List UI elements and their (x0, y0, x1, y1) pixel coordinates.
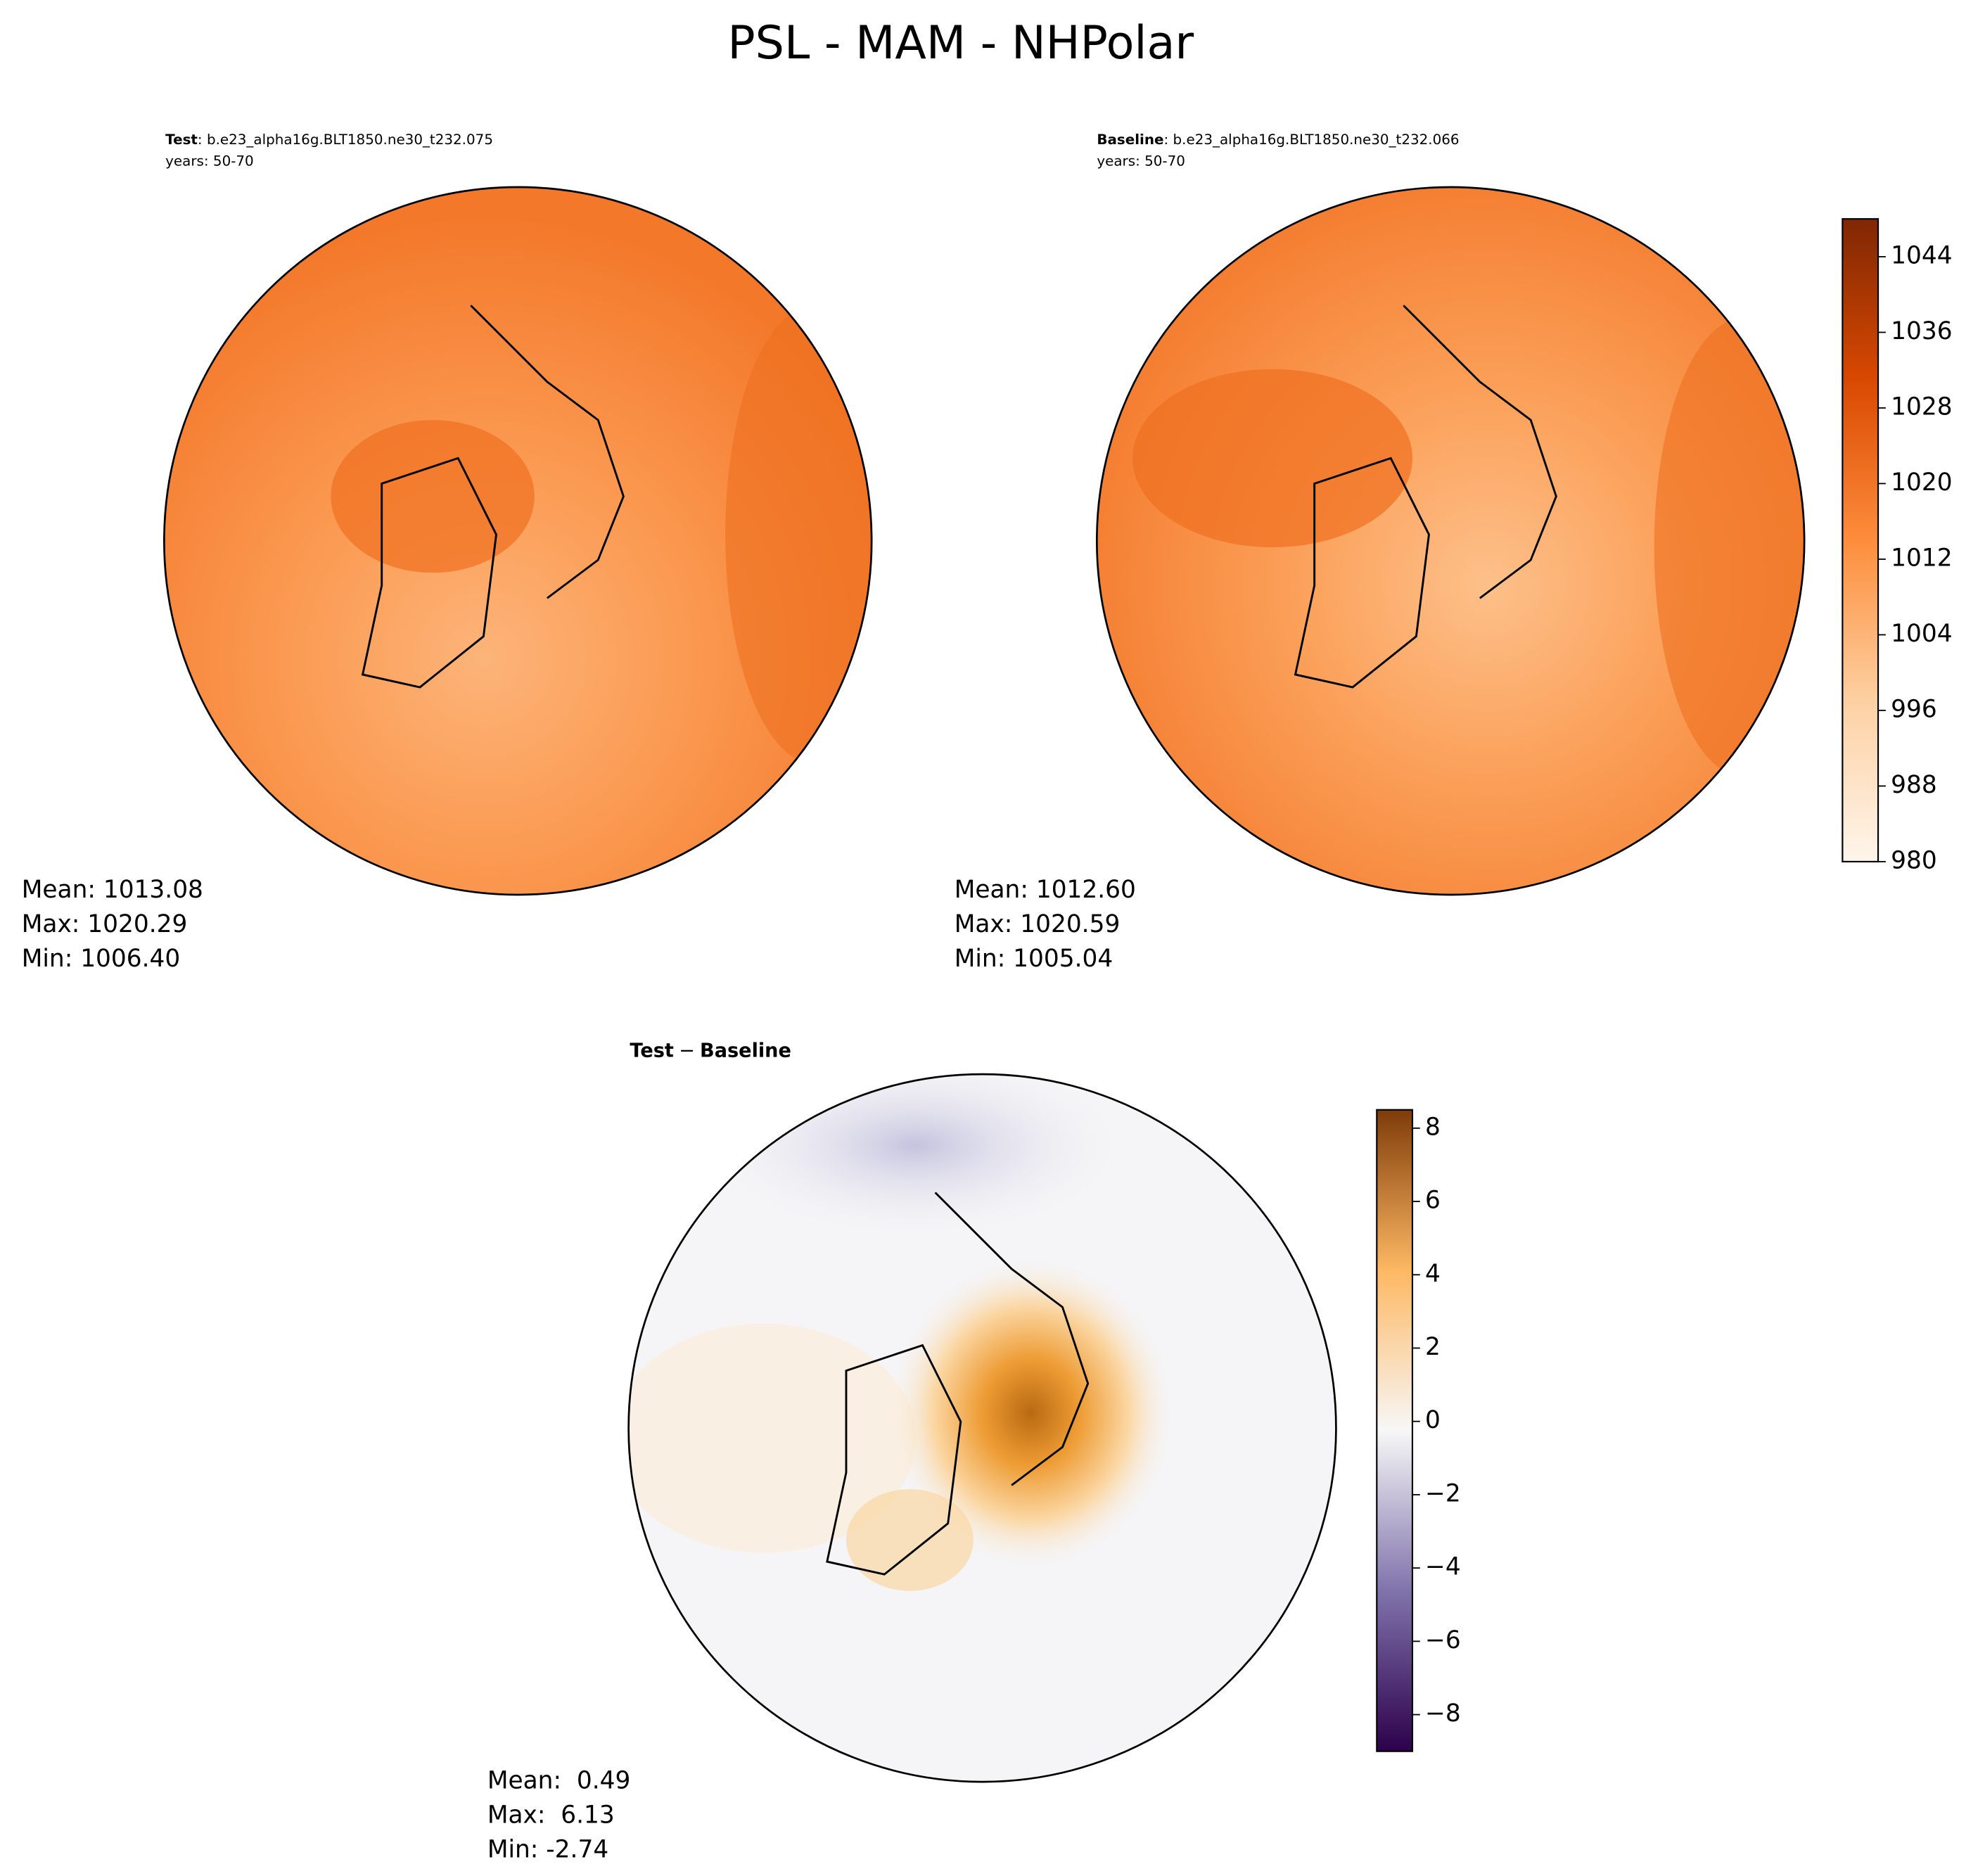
colorbar-tick-label: 1012 (1891, 544, 1952, 572)
map-border (163, 186, 873, 896)
figure-title: PSL - MAM - NHPolar (727, 17, 1194, 70)
coastlines (361, 305, 1557, 1576)
stat-text: Mean: 1012.60 (955, 876, 1136, 904)
map-field (1654, 318, 1805, 777)
stat-text: Max: 1020.29 (22, 910, 188, 938)
map (1097, 186, 1805, 895)
map-field (845, 1488, 974, 1591)
panel-subtitle: years: 50-70 (165, 153, 254, 169)
panel-title-label: Test (165, 132, 198, 148)
panel-subtitle: years: 50-70 (1097, 153, 1185, 169)
stat-text: Min: 1005.04 (955, 945, 1113, 973)
colorbar-tick-label: 2 (1425, 1333, 1441, 1361)
colorbar-tick-label: 1036 (1891, 317, 1952, 345)
colorbar-tick-label: −6 (1425, 1626, 1461, 1654)
stat-text: Mean: 1013.08 (22, 876, 203, 904)
coastline (826, 1192, 1090, 1576)
colorbar-tick-label: 1044 (1891, 241, 1952, 269)
colorbar-tick-label: 6 (1425, 1187, 1441, 1215)
colorbar-tick-label: 1028 (1891, 393, 1952, 421)
map (164, 186, 872, 895)
panel-title: Test − Baseline (630, 1040, 791, 1061)
panel-title-label: Test (630, 1040, 673, 1061)
stat-text: Max: 1020.59 (955, 910, 1121, 938)
colorbar-tick-label: 0 (1425, 1406, 1441, 1434)
map-field (1132, 369, 1412, 548)
coastline (361, 305, 625, 689)
colorbar-tick-label: 980 (1891, 846, 1937, 874)
colorbar-tick-label: 1020 (1891, 468, 1952, 497)
map-border (1095, 186, 1806, 896)
colorbar (1376, 1109, 1414, 1752)
colorbar-tick-label: 988 (1891, 771, 1937, 799)
colorbar-tick-label: 1004 (1891, 620, 1952, 648)
colorbar-tick-label: 4 (1425, 1260, 1441, 1288)
panel-title: Test: b.e23_alpha16g.BLT1850.ne30_t232.0… (165, 132, 493, 148)
stat-text: Mean: 0.49 (487, 1767, 631, 1795)
colorbar (1842, 218, 1879, 863)
panel-title-case: : b.e23_alpha16g.BLT1850.ne30_t232.075 (198, 132, 493, 148)
panel-title-label: Baseline (700, 1040, 791, 1061)
colorbar-tick-label: −4 (1425, 1553, 1461, 1581)
panel-title: Baseline: b.e23_alpha16g.BLT1850.ne30_t2… (1097, 132, 1459, 148)
stat-text: Min: 1006.40 (22, 945, 181, 973)
map-field (891, 1260, 1171, 1566)
panel-title-label: Baseline (1097, 132, 1163, 148)
stat-text: Min: -2.74 (487, 1835, 608, 1863)
coastline (1294, 305, 1557, 689)
map-field (628, 1323, 917, 1553)
map-field (331, 420, 535, 573)
colorbar-tick-label: −8 (1425, 1699, 1461, 1728)
stat-text: Max: 6.13 (487, 1801, 615, 1829)
colorbar-tick-label: 8 (1425, 1113, 1441, 1141)
colorbar-tick-label: −2 (1425, 1479, 1461, 1507)
panel-title-case: : b.e23_alpha16g.BLT1850.ne30_t232.066 (1164, 132, 1460, 148)
map-border (627, 1073, 1337, 1783)
colorbar-tick-label: 996 (1891, 695, 1937, 723)
panel-title-sep: − (679, 1040, 695, 1061)
map (628, 1074, 1336, 1782)
map-field (725, 305, 872, 764)
